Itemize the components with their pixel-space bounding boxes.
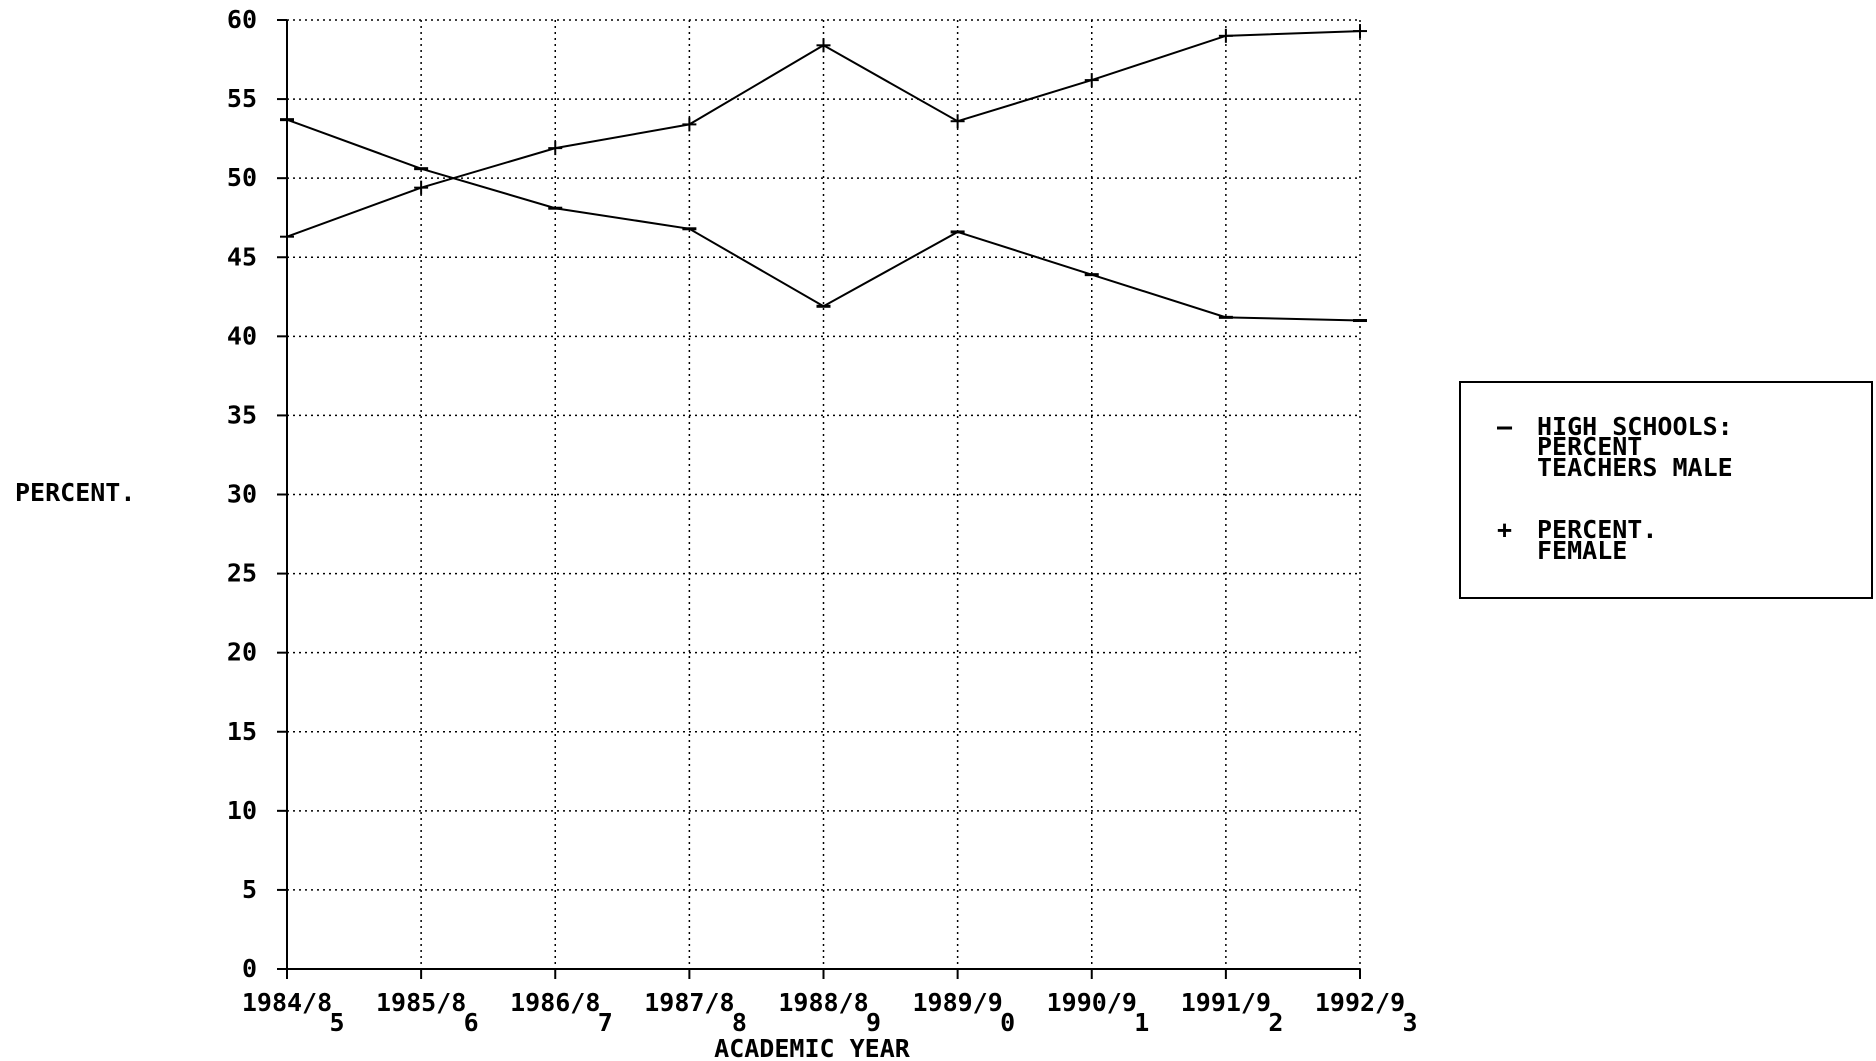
data-point-female bbox=[1353, 24, 1367, 39]
data-point-female bbox=[280, 229, 294, 244]
legend: — HIGH SCHOOLS: PERCENT TEACHERS MALE + … bbox=[1459, 381, 1873, 599]
x-tick-label-second-line: 3 bbox=[1402, 1008, 1417, 1037]
y-tick-label: 5 bbox=[242, 875, 257, 904]
y-tick-label: 20 bbox=[227, 638, 257, 667]
x-tick-label-second-line: 5 bbox=[329, 1008, 344, 1037]
x-tick-label: 1991/9 bbox=[1181, 988, 1271, 1017]
x-tick-label-second-line: 0 bbox=[1000, 1008, 1015, 1037]
x-tick-label: 1987/8 bbox=[644, 988, 734, 1017]
y-tick-label: 15 bbox=[227, 717, 257, 746]
y-tick-label: 60 bbox=[227, 5, 257, 34]
data-point-female bbox=[1218, 28, 1233, 43]
legend-symbol-female: + bbox=[1497, 515, 1512, 544]
y-tick-labels: 0 5 10 15 20 25 30 35 40 45 50 55 60 bbox=[227, 5, 257, 983]
x-tick-label-second-line: 6 bbox=[464, 1008, 479, 1037]
x-tick-label: 1988/8 bbox=[778, 988, 868, 1017]
y-tick-label: 55 bbox=[227, 84, 257, 113]
x-tick-label-second-line: 7 bbox=[598, 1008, 613, 1037]
x-tick-label: 1992/9 bbox=[1315, 988, 1405, 1017]
y-tick-label: 35 bbox=[227, 400, 257, 429]
y-axis-title: PERCENT. bbox=[15, 478, 135, 507]
y-tick-label: 45 bbox=[227, 242, 257, 271]
x-tick-label-second-line: 2 bbox=[1268, 1008, 1283, 1037]
series bbox=[280, 24, 1367, 323]
x-axis-title: ACADEMIC YEAR bbox=[714, 1034, 911, 1061]
y-tick-label: 10 bbox=[227, 796, 257, 825]
data-point-female bbox=[950, 114, 965, 129]
axes bbox=[277, 19, 1361, 979]
legend-box bbox=[1459, 381, 1873, 599]
data-point-female bbox=[548, 141, 563, 156]
data-point-female bbox=[816, 38, 831, 53]
x-tick-label: 1990/9 bbox=[1047, 988, 1137, 1017]
x-tick-label: 1985/8 bbox=[376, 988, 466, 1017]
legend-label-male-line2: PERCENT bbox=[1537, 432, 1642, 461]
y-tick-label: 0 bbox=[242, 954, 257, 983]
grid bbox=[287, 19, 1361, 969]
x-tick-label: 1989/9 bbox=[912, 988, 1002, 1017]
y-tick-label: 30 bbox=[227, 480, 257, 509]
y-tick-label: 40 bbox=[227, 321, 257, 350]
y-tick-label: 50 bbox=[227, 163, 257, 192]
legend-symbol-male: — bbox=[1497, 412, 1513, 441]
x-tick-label-second-line: 8 bbox=[732, 1008, 747, 1037]
x-tick-labels: 1984/85 1985/86 1986/87 1987/88 1988/89 1989/… bbox=[242, 988, 1418, 1037]
series-line-female bbox=[286, 30, 1361, 238]
legend-label-female-line2: FEMALE bbox=[1537, 536, 1627, 565]
data-point-female bbox=[1084, 73, 1099, 88]
data-point-female bbox=[414, 180, 429, 195]
x-tick-label-second-line: 1 bbox=[1134, 1008, 1149, 1037]
data-point-female bbox=[682, 117, 697, 132]
legend-label-male-line1: HIGH SCHOOLS: bbox=[1537, 412, 1733, 441]
legend-label-female-line1: PERCENT. bbox=[1537, 515, 1657, 544]
y-tick-label: 25 bbox=[227, 559, 257, 588]
legend-label-male-line3: TEACHERS MALE bbox=[1537, 453, 1733, 482]
x-tick-label: 1984/8 bbox=[242, 988, 332, 1017]
x-tick-label: 1986/8 bbox=[510, 988, 600, 1017]
x-tick-label-second-line: 9 bbox=[866, 1008, 881, 1037]
